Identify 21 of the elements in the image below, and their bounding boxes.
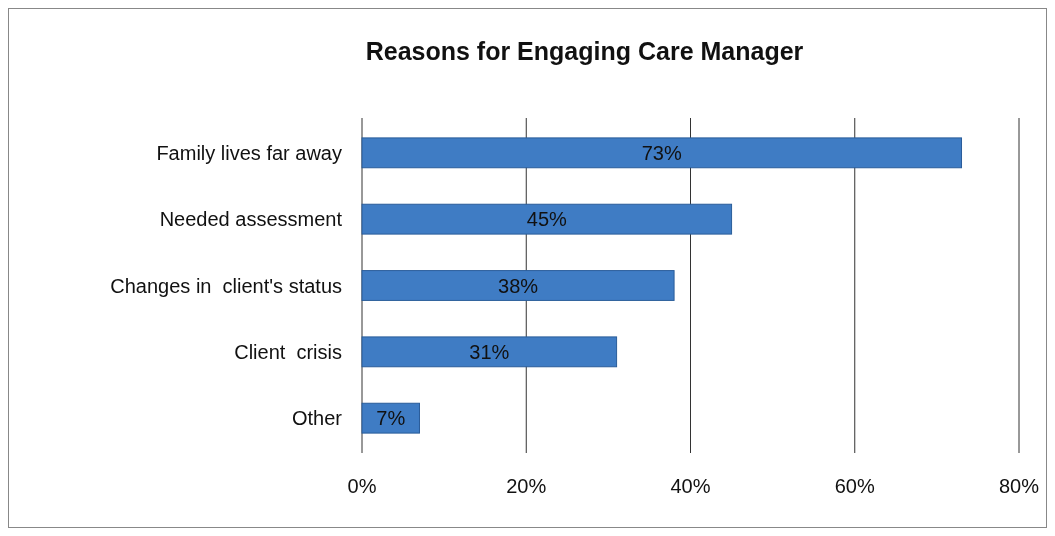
bar [361,402,420,434]
x-tick-label: 20% [506,475,547,497]
bar [361,137,963,169]
y-tick-label: Other [291,407,343,430]
data-label: 7% [376,407,406,430]
x-tick-label: 0% [347,475,377,497]
y-tick-label: Client crisis [234,340,342,363]
x-tick-label: 40% [670,475,711,497]
y-tick-label: Changes in client's status [110,274,342,297]
y-tick-label: Family lives far away [156,141,342,164]
data-label: 45% [526,208,568,231]
x-tick-label: 60% [834,475,875,497]
x-tick-label: 80% [998,475,1040,497]
bar [361,270,675,301]
data-label: 31% [469,340,510,363]
bar [361,203,733,235]
y-tick-label: Needed assessment [159,208,343,231]
data-label: 73% [641,141,682,164]
data-label: 38% [498,274,539,297]
chart-title: Reasons for Engaging Care Manager [365,37,804,65]
bar [361,336,618,368]
